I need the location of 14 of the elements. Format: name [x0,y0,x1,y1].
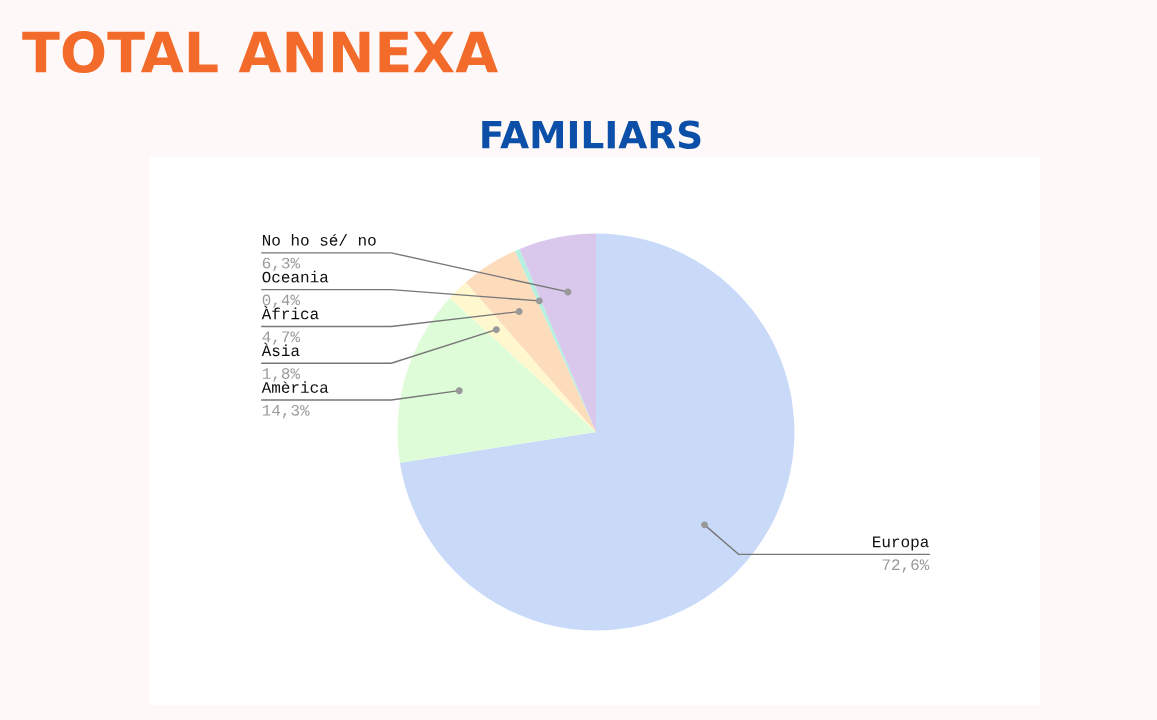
pie-slice [399,233,795,631]
slice-label: Europa [873,536,929,551]
chart-title: TOTAL ANNEXA [22,31,498,74]
slice-label: No ho sé/ no [262,233,376,246]
data-label: 72,6% [882,559,930,573]
slice-label: Oceania [262,270,329,283]
data-label: 1,8% [262,368,301,382]
slice-label: Amèrica [261,381,329,393]
chart-subtitle: FAMILIARS [482,120,701,149]
pie-slice [449,282,596,432]
data-label: 6,3% [262,257,301,272]
data-label: 14,3% [262,404,310,419]
pie-slice [397,297,596,463]
pie-slice [465,250,596,432]
